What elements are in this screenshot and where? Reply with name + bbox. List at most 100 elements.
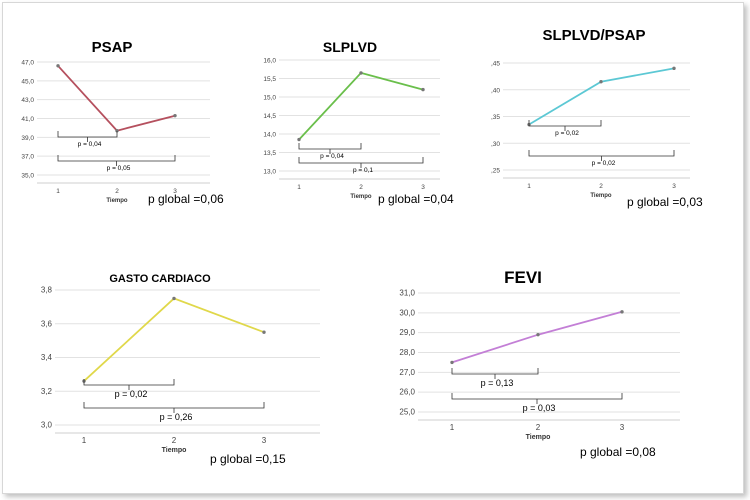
data-point — [599, 80, 603, 84]
x-tick-label: 2 — [536, 423, 541, 432]
plot-area: ,45 ,40 ,35 ,30 ,25 1 2 3 Tiempo p = 0,02 p = 0,02 — [491, 61, 690, 199]
y-tick-label: 3,6 — [41, 319, 53, 328]
x-axis-title: Tiempo — [526, 434, 551, 441]
y-tick-label: 35,0 — [21, 173, 34, 180]
data-point — [172, 296, 176, 301]
y-tick-label: ,45 — [491, 61, 500, 68]
series-line — [57, 65, 176, 132]
y-tick-label: 27,0 — [399, 368, 415, 377]
x-tick-label: 3 — [672, 183, 676, 190]
y-tick-label: 30,0 — [399, 308, 415, 317]
significance-bracket — [528, 150, 675, 161]
bracket-label: p = 0,1 — [353, 167, 373, 174]
y-tick-label: 39,0 — [21, 135, 34, 142]
data-point — [672, 66, 676, 71]
x-tick-label: 2 — [599, 183, 603, 190]
x-tick-label: 1 — [527, 183, 531, 190]
x-axis-title: Tiempo — [106, 198, 128, 204]
plot-area: 47,0 45,0 43,0 41,0 39,0 37,0 35,0 1 2 3 Tiempo p =… — [21, 60, 210, 204]
plot-area: 3,8 3,6 3,4 3,2 3,0 1 2 3 Tiempo p = 0,02 p = 0,26 — [41, 286, 320, 454]
chart-title: GASTO CARDIACO — [109, 273, 211, 285]
data-point — [536, 332, 540, 337]
significance-bracket — [57, 155, 176, 166]
x-axis-title: Tiempo — [590, 193, 612, 199]
y-tick-label: 26,0 — [399, 388, 415, 397]
y-tick-label: 14,5 — [263, 113, 276, 120]
y-tick-label: 13,5 — [263, 150, 276, 157]
chart-gasto-cardiaco: GASTO CARDIACO 3,8 3,6 3,4 3,2 3,0 1 2 3 Tiempo p… — [41, 273, 320, 466]
chart-slplvd-psap: SLPLVD/PSAP ,45 ,40 ,35 ,30 ,25 1 2 3 Tiempo p = … — [491, 27, 703, 209]
y-tick-label: 41,0 — [21, 116, 34, 123]
y-tick-label: ,25 — [491, 168, 500, 175]
significance-bracket — [451, 393, 623, 404]
y-tick-label: 15,5 — [263, 76, 276, 83]
bracket-label: p = 0,26 — [160, 412, 193, 422]
bracket-label: p = 0,02 — [115, 389, 148, 399]
x-tick-label: 2 — [172, 436, 177, 445]
x-tick-label: 3 — [421, 184, 425, 191]
y-tick-label: 3,8 — [41, 286, 53, 295]
y-tick-label: 13,0 — [263, 169, 276, 176]
bracket-label: p = 0,13 — [481, 378, 514, 388]
y-tick-label: 29,0 — [399, 328, 415, 337]
y-tick-label: 3,2 — [41, 387, 53, 396]
x-tick-label: 1 — [82, 436, 87, 445]
chart-title: SLPLVD/PSAP — [542, 27, 645, 44]
significance-bracket — [83, 379, 175, 390]
y-tick-label: 28,0 — [399, 348, 415, 357]
p-global-text: p global =0,03 — [627, 195, 703, 209]
x-tick-label: 3 — [173, 188, 177, 195]
y-tick-label: 14,0 — [263, 132, 276, 139]
y-tick-label: ,35 — [491, 114, 500, 121]
y-tick-label: 37,0 — [21, 154, 34, 161]
bracket-label: p = 0,05 — [107, 165, 131, 172]
data-point — [359, 71, 363, 75]
x-tick-label: 1 — [56, 188, 60, 195]
y-tick-label: ,30 — [491, 141, 500, 148]
chart-title: FEVI — [504, 268, 542, 287]
data-point — [450, 360, 454, 365]
significance-bracket — [83, 402, 265, 413]
x-tick-label: 1 — [297, 184, 301, 191]
x-axis-title: Tiempo — [162, 447, 187, 454]
data-point — [620, 310, 624, 314]
x-tick-label: 2 — [115, 188, 119, 195]
significance-bracket — [451, 368, 539, 379]
p-global-text: p global =0,04 — [378, 192, 454, 206]
p-global-text: p global =0,08 — [580, 445, 656, 459]
x-axis-title: Tiempo — [350, 194, 372, 200]
y-tick-label: 43,0 — [21, 97, 34, 104]
plot-area: 16,0 15,5 15,0 14,5 14,0 13,5 13,0 1 2 3 Tiempo p =… — [263, 58, 440, 200]
significance-bracket — [57, 131, 118, 142]
series-line — [298, 71, 424, 141]
data-point — [56, 64, 60, 68]
chart-fevi: FEVI 31,0 30,0 29,0 28,0 27,0 26,0 25,0 1 2 3 Tiem… — [399, 268, 680, 459]
plot-area: 31,0 30,0 29,0 28,0 27,0 26,0 25,0 1 2 3 Tiempo p =… — [399, 289, 680, 441]
significance-bracket — [298, 143, 362, 154]
x-tick-label: 3 — [262, 436, 267, 445]
x-tick-label: 2 — [359, 184, 363, 191]
p-global-text: p global =0,15 — [210, 452, 286, 466]
y-tick-label: 3,0 — [41, 421, 53, 430]
series-line — [451, 310, 623, 364]
p-global-text: p global =0,06 — [148, 192, 224, 206]
chart-psap: PSAP 47,0 45,0 43,0 41,0 39,0 37,0 35,0 1 2 3 Tiem… — [21, 39, 224, 206]
y-tick-label: 3,4 — [41, 353, 53, 362]
data-point — [173, 113, 177, 118]
bracket-label: p = 0,02 — [555, 130, 579, 137]
y-tick-label: 16,0 — [263, 58, 276, 65]
data-point — [115, 129, 119, 133]
y-tick-label: ,40 — [491, 87, 500, 94]
chart-title: PSAP — [92, 39, 133, 56]
y-tick-label: 31,0 — [399, 289, 415, 298]
bracket-label: p = 0,04 — [78, 141, 102, 148]
y-tick-label: 25,0 — [399, 408, 415, 417]
y-tick-label: 15,0 — [263, 95, 276, 102]
x-tick-label: 1 — [450, 423, 455, 432]
data-point — [262, 330, 266, 334]
bracket-label: p = 0,02 — [592, 160, 616, 167]
data-point — [297, 137, 301, 142]
x-tick-label: 3 — [620, 423, 625, 432]
chart-title: SLPLVD — [323, 39, 377, 55]
